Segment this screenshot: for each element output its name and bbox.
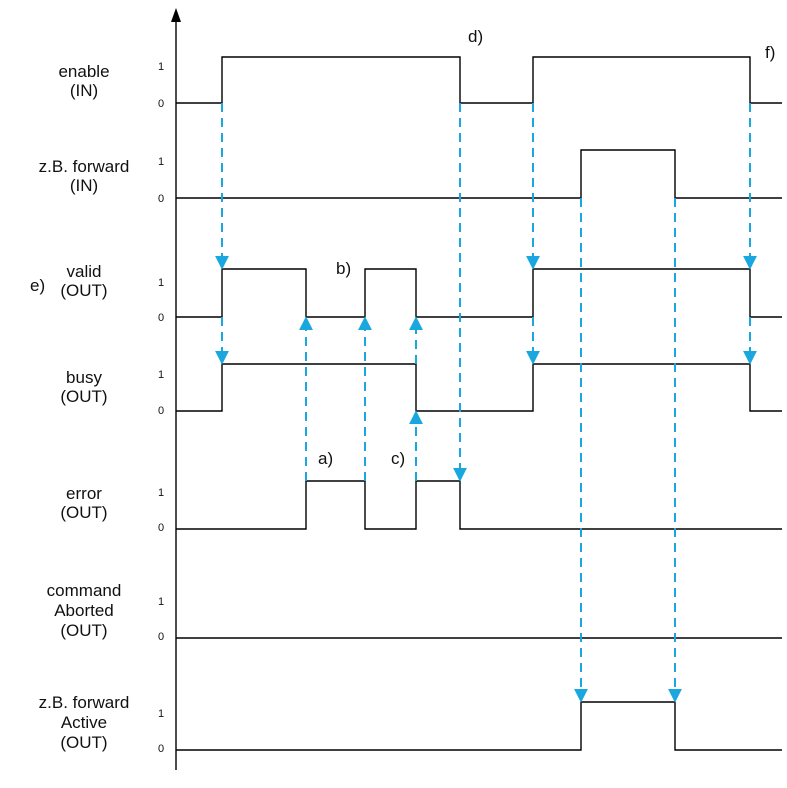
signal-label-command-aborted: command Aborted (OUT): [47, 581, 122, 640]
level-high-valid: 1: [158, 277, 164, 289]
level-high-forward-active: 1: [158, 708, 164, 720]
level-low-valid: 0: [158, 312, 164, 324]
level-low-busy: 0: [158, 405, 164, 417]
level-low-error: 0: [158, 522, 164, 534]
signal-label-busy: busy (OUT): [60, 368, 107, 406]
signal-label-enable: enable (IN): [58, 62, 109, 100]
signal-label-valid: valid (OUT): [60, 262, 107, 300]
waveform-enable: [176, 56, 782, 104]
level-high-error: 1: [158, 487, 164, 499]
level-high-busy: 1: [158, 369, 164, 381]
annotation-d: d): [468, 27, 483, 46]
waveform-forward-active: [176, 701, 782, 751]
annotation-e: e): [30, 276, 45, 295]
dependency-arrows: [215, 103, 757, 703]
annotation-c: c): [391, 449, 405, 468]
level-high-enable: 1: [158, 61, 164, 73]
waveform-busy: [176, 363, 782, 412]
annotation-a: a): [318, 449, 333, 468]
signal-label-forward: z.B. forward (IN): [39, 157, 130, 195]
time-axis-arrowhead: [171, 8, 181, 22]
level-low-forward: 0: [158, 193, 164, 205]
level-low-command-aborted: 0: [158, 631, 164, 643]
waveform-error: [176, 480, 782, 530]
signal-label-forward-active: z.B. forward Active (OUT): [39, 693, 130, 752]
level-high-command-aborted: 1: [158, 596, 164, 608]
annotation-b: b): [336, 259, 351, 278]
level-low-enable: 0: [158, 98, 164, 110]
level-high-forward: 1: [158, 156, 164, 168]
waveform-valid: [176, 268, 782, 318]
waveform-forward: [176, 149, 782, 199]
signal-label-error: error (OUT): [60, 484, 107, 522]
level-low-forward-active: 0: [158, 743, 164, 755]
annotation-f: f): [765, 43, 775, 62]
